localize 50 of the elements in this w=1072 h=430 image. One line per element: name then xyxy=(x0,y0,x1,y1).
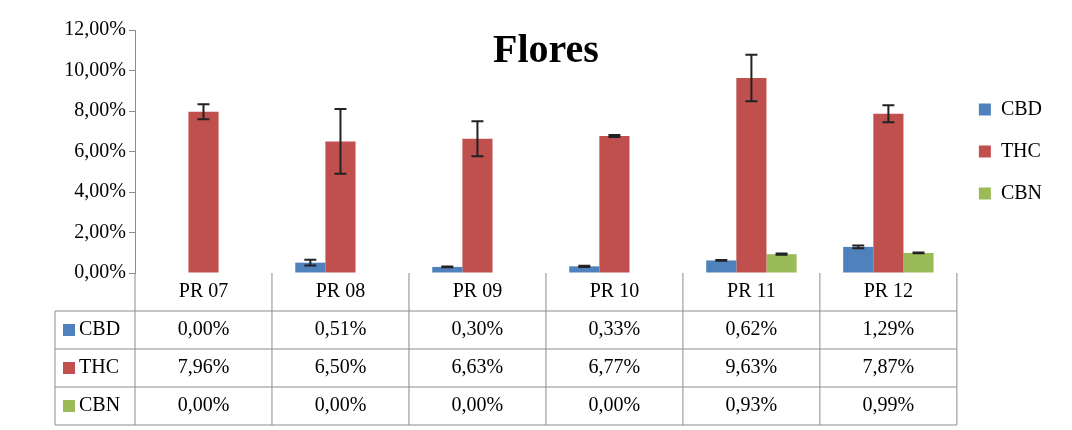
y-tick-label: 4,00% xyxy=(74,179,126,202)
bar xyxy=(432,266,463,273)
bar xyxy=(736,77,767,273)
x-tick-label: PR 08 xyxy=(315,279,366,302)
data-label: 0,00% xyxy=(177,393,230,416)
bar xyxy=(706,260,737,273)
x-tick-label: PR 07 xyxy=(178,279,229,302)
y-tick-label: 10,00% xyxy=(64,57,126,80)
data-label: 0,00% xyxy=(177,317,230,340)
text: THC xyxy=(79,355,119,378)
y-tick-label: 8,00% xyxy=(74,98,126,121)
data-label: 9,63% xyxy=(725,355,778,378)
data-label: 1,29% xyxy=(862,317,915,340)
y-tick-label: 0,00% xyxy=(74,260,126,283)
data-label: 0,33% xyxy=(588,317,641,340)
data-label: 6,77% xyxy=(588,355,641,378)
data-label: 6,50% xyxy=(314,355,367,378)
text: CBD xyxy=(1000,96,1042,119)
bar xyxy=(873,113,904,273)
x-tick-label: PR 12 xyxy=(863,279,914,302)
legend-label: CBN xyxy=(1000,180,1042,203)
bar xyxy=(188,111,219,273)
data-label: 7,96% xyxy=(177,355,230,378)
bar xyxy=(295,262,326,273)
data-label: 7,87% xyxy=(862,355,915,378)
data-label: 0,93% xyxy=(725,393,778,416)
legend-label: CBD xyxy=(79,317,121,340)
data-label: 0,00% xyxy=(314,393,367,416)
y-tick-label: 12,00% xyxy=(64,17,126,40)
data-label: 0,00% xyxy=(588,393,641,416)
bar xyxy=(462,138,493,273)
bar xyxy=(843,246,874,273)
data-label: 0,99% xyxy=(862,393,915,416)
data-label: 0,00% xyxy=(451,393,504,416)
chart-title: Flores xyxy=(492,26,599,72)
y-tick-label: 2,00% xyxy=(74,219,126,242)
bar xyxy=(903,252,934,273)
bar xyxy=(325,141,356,273)
data-label: 6,63% xyxy=(451,355,504,378)
text: CBN xyxy=(79,393,121,416)
y-tick-label: 6,00% xyxy=(74,138,126,161)
x-tick-label: PR 10 xyxy=(589,279,640,302)
bar xyxy=(599,135,630,273)
bar xyxy=(766,254,797,273)
x-tick-label: PR 11 xyxy=(727,279,776,302)
data-label: 0,51% xyxy=(314,317,367,340)
legend-label: THC xyxy=(1000,138,1041,161)
x-tick-label: PR 09 xyxy=(452,279,503,302)
data-label: 0,62% xyxy=(725,317,778,340)
data-label: 0,30% xyxy=(451,317,504,340)
